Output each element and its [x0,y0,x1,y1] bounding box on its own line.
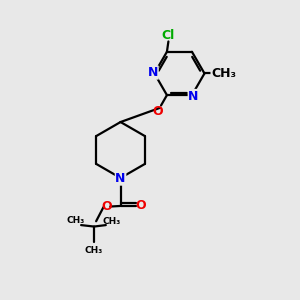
Text: O: O [136,200,146,212]
Text: N: N [148,66,158,79]
Text: O: O [101,200,112,213]
Text: CH₃: CH₃ [211,67,236,80]
Text: O: O [153,105,164,118]
Text: N: N [116,172,126,185]
Text: CH₃: CH₃ [85,246,103,255]
Text: CH₃: CH₃ [66,216,84,225]
Text: Cl: Cl [162,29,175,42]
Text: N: N [188,89,199,103]
Text: CH₃: CH₃ [103,217,121,226]
